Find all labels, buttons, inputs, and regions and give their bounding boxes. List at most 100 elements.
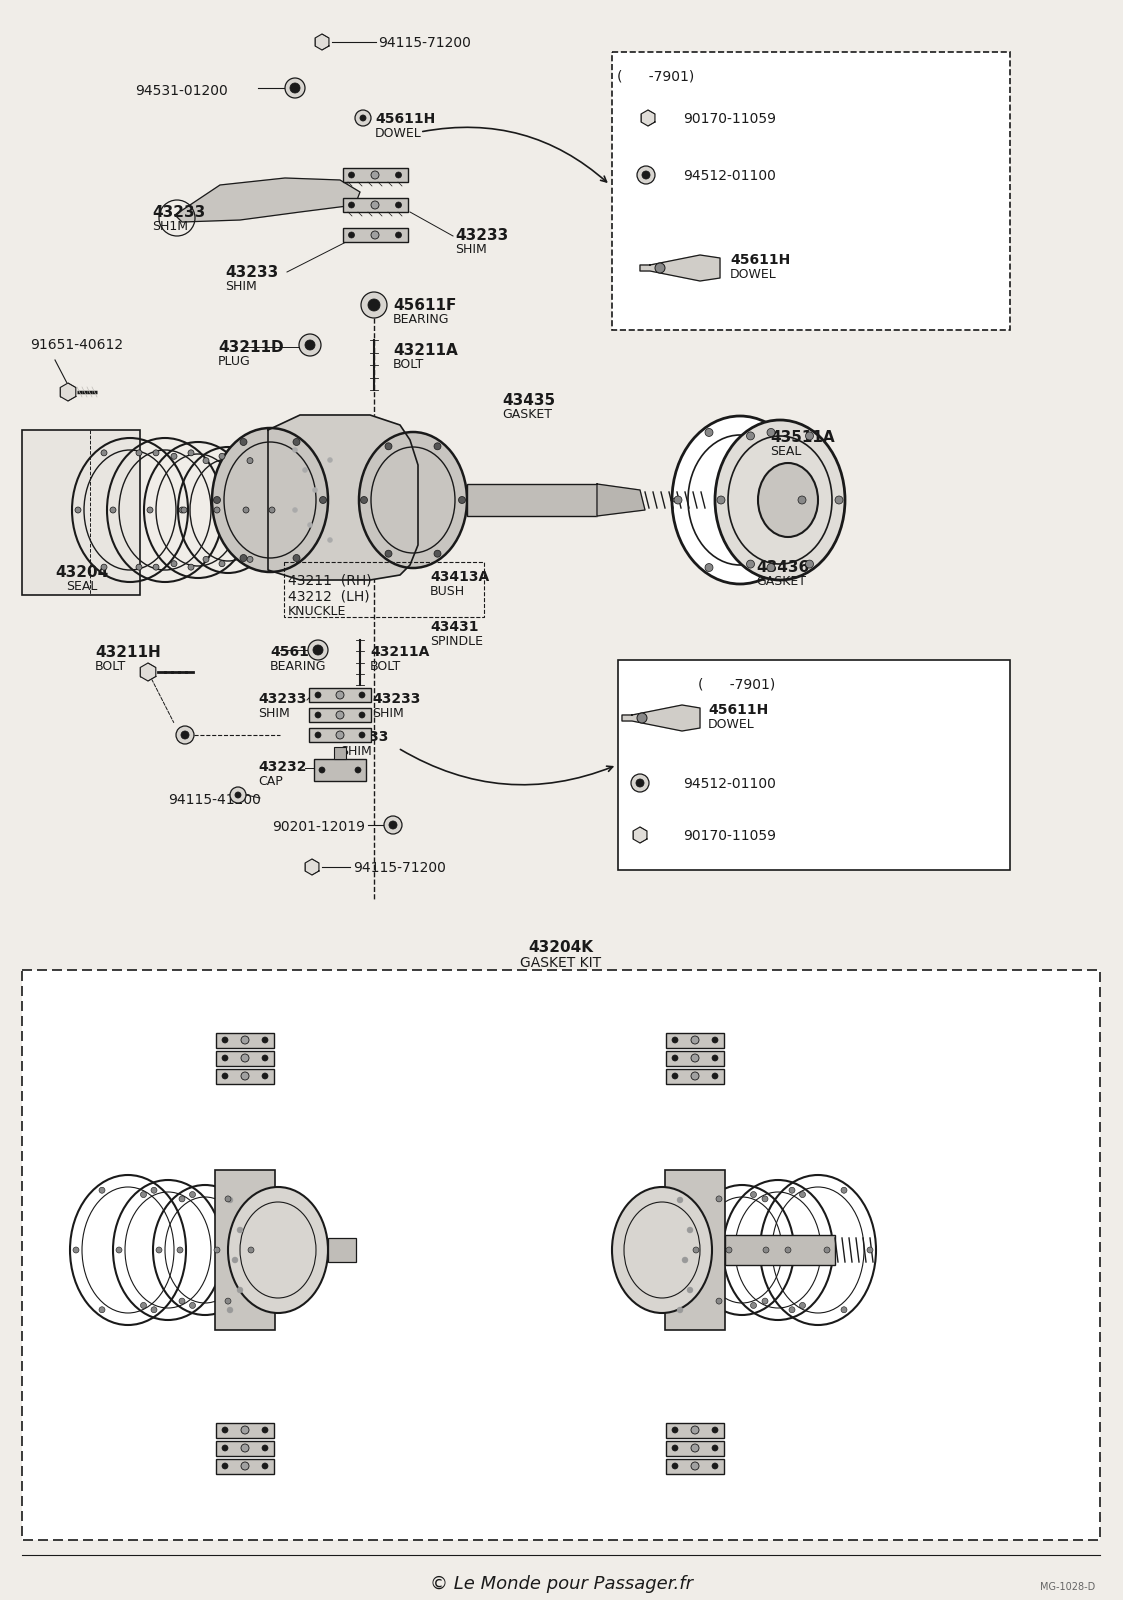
Circle shape <box>203 557 209 562</box>
Circle shape <box>190 1192 195 1197</box>
Circle shape <box>359 733 365 738</box>
Text: 43413A: 43413A <box>430 570 490 584</box>
Circle shape <box>691 1462 699 1470</box>
Circle shape <box>800 1192 805 1197</box>
Circle shape <box>241 1426 249 1434</box>
Circle shape <box>190 1302 195 1309</box>
Text: 43233: 43233 <box>225 266 279 280</box>
Circle shape <box>171 560 177 566</box>
Polygon shape <box>597 483 645 515</box>
Circle shape <box>747 432 755 440</box>
Circle shape <box>293 438 300 445</box>
Text: 43211  (RH): 43211 (RH) <box>287 574 372 587</box>
Circle shape <box>359 691 365 698</box>
Text: 94512-01100: 94512-01100 <box>683 778 776 790</box>
Circle shape <box>716 1195 722 1202</box>
Circle shape <box>230 787 246 803</box>
Circle shape <box>179 507 185 514</box>
Circle shape <box>672 1445 678 1451</box>
Circle shape <box>712 1054 718 1061</box>
Text: CAP: CAP <box>258 774 283 787</box>
Circle shape <box>313 645 323 654</box>
Text: 43211A: 43211A <box>369 645 429 659</box>
Bar <box>343 168 408 182</box>
Text: GASKET: GASKET <box>502 408 553 421</box>
Circle shape <box>219 560 225 566</box>
Text: SEAL: SEAL <box>770 445 802 458</box>
Circle shape <box>140 1302 146 1309</box>
Text: 43233: 43233 <box>258 691 307 706</box>
Circle shape <box>705 563 713 571</box>
Circle shape <box>674 496 682 504</box>
Bar <box>314 758 366 781</box>
Circle shape <box>181 507 188 514</box>
Bar <box>216 1032 274 1048</box>
Circle shape <box>763 1195 768 1202</box>
Text: (      -7901): ( -7901) <box>617 70 694 83</box>
Circle shape <box>750 1302 757 1309</box>
Text: 90170-11059: 90170-11059 <box>683 829 776 843</box>
Circle shape <box>841 1307 847 1312</box>
Text: SHIM: SHIM <box>225 280 257 293</box>
Text: 43232: 43232 <box>258 760 307 774</box>
Circle shape <box>262 1037 268 1043</box>
Text: 94512-01100: 94512-01100 <box>683 170 776 182</box>
Circle shape <box>636 779 643 787</box>
Bar <box>216 1069 274 1083</box>
Polygon shape <box>140 662 156 682</box>
Text: © Le Monde pour Passager.fr: © Le Monde pour Passager.fr <box>429 1574 693 1594</box>
Circle shape <box>235 792 241 798</box>
Bar <box>612 51 1010 330</box>
Circle shape <box>385 443 392 450</box>
Text: 94115-71200: 94115-71200 <box>353 861 446 875</box>
Bar <box>309 688 371 702</box>
Polygon shape <box>175 178 360 222</box>
Circle shape <box>222 1462 228 1469</box>
Circle shape <box>642 171 650 179</box>
Circle shape <box>116 1246 122 1253</box>
Circle shape <box>360 496 367 504</box>
Text: BOLT: BOLT <box>393 358 424 371</box>
Circle shape <box>348 171 355 178</box>
Bar <box>214 1170 275 1330</box>
Circle shape <box>687 1227 693 1234</box>
Circle shape <box>176 726 194 744</box>
Circle shape <box>712 1427 718 1434</box>
Circle shape <box>789 1307 795 1312</box>
Circle shape <box>248 1246 254 1253</box>
Circle shape <box>292 507 298 512</box>
Bar <box>216 1459 274 1474</box>
Circle shape <box>222 1074 228 1078</box>
Circle shape <box>767 429 775 437</box>
Circle shape <box>75 507 81 514</box>
Ellipse shape <box>715 419 844 579</box>
Text: 45611F: 45611F <box>393 298 456 314</box>
Circle shape <box>237 1286 243 1293</box>
Circle shape <box>241 1037 249 1043</box>
Polygon shape <box>633 827 647 843</box>
Circle shape <box>336 691 344 699</box>
Bar <box>22 430 140 595</box>
Circle shape <box>219 453 225 459</box>
Circle shape <box>293 555 300 562</box>
Circle shape <box>655 262 665 274</box>
Circle shape <box>150 1307 157 1312</box>
Circle shape <box>395 232 402 238</box>
Circle shape <box>458 496 466 504</box>
Circle shape <box>348 202 355 208</box>
Circle shape <box>262 1462 268 1469</box>
Bar <box>618 659 1010 870</box>
Circle shape <box>789 1187 795 1194</box>
Ellipse shape <box>672 416 809 584</box>
Circle shape <box>101 565 107 570</box>
Circle shape <box>433 443 441 450</box>
Text: BOLT: BOLT <box>369 659 401 674</box>
Ellipse shape <box>212 427 328 573</box>
Circle shape <box>181 731 189 739</box>
Text: 90170-11059: 90170-11059 <box>683 112 776 126</box>
Circle shape <box>368 299 380 310</box>
Circle shape <box>360 115 366 122</box>
Circle shape <box>136 565 141 570</box>
Circle shape <box>314 691 321 698</box>
Circle shape <box>747 560 755 568</box>
